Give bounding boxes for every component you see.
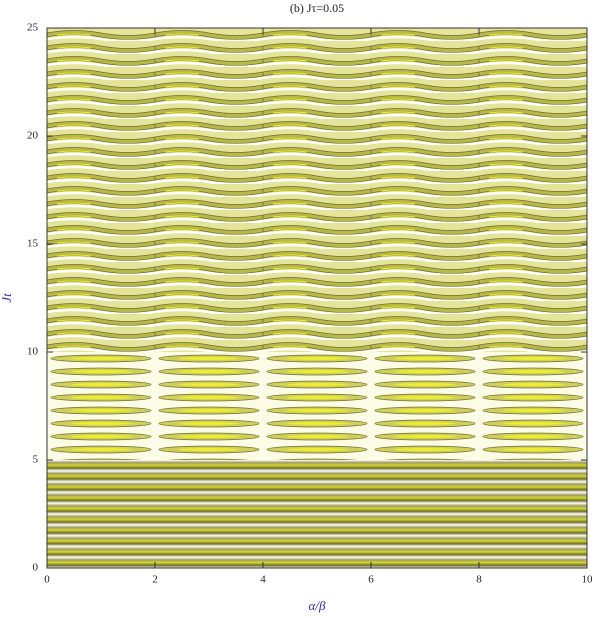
y-tick-label: 15 [27,238,39,250]
y-tick-label: 25 [27,22,39,34]
x-tick-label: 10 [582,574,594,586]
x-tick-label: 0 [44,574,50,586]
x-tick-label: 4 [260,574,266,586]
x-tick-label: 2 [152,574,158,586]
contour-field [47,28,587,568]
y-tick-label: 20 [27,130,39,142]
y-tick-label: 0 [33,562,39,574]
y-tick-label: 5 [33,454,39,466]
x-tick-label: 8 [476,574,482,586]
y-tick-label: 10 [27,346,39,358]
x-axis-title: α/β [309,598,326,613]
x-tick-label: 6 [368,574,374,586]
plot-frame [46,27,588,569]
y-axis-title: Jt [0,293,14,303]
chart-title: (b) Jτ=0.05 [290,1,344,15]
